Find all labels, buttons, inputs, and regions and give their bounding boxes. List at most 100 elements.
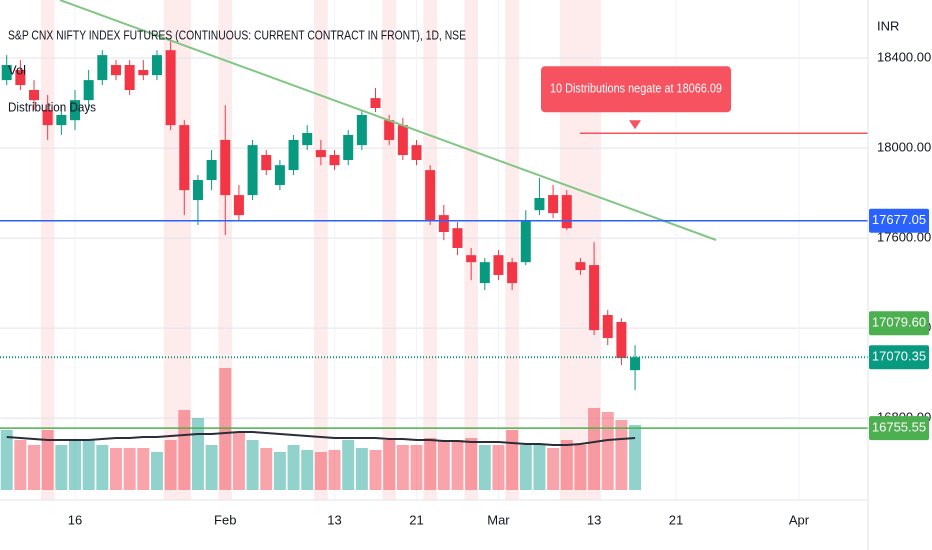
volume-bar — [424, 438, 437, 490]
volume-ma-line — [6, 431, 636, 446]
candle-body — [534, 198, 545, 211]
candle-body — [616, 322, 627, 359]
volume-bar — [55, 445, 68, 490]
volume-bar — [150, 452, 163, 490]
annotation-text: 10 Distributions negate at 18066.09 — [550, 81, 722, 96]
candle-body — [138, 69, 149, 76]
volume-bar — [205, 445, 218, 490]
candle-body — [466, 255, 477, 263]
candle-body — [370, 98, 381, 109]
distribution-day — [177, 0, 192, 500]
indicator-name: Vol — [8, 62, 26, 77]
candle-body — [602, 315, 613, 338]
volume-bar — [137, 448, 150, 490]
distribution-day — [40, 0, 55, 500]
overlay-layer: 10 Distributions negate at 18066.09 — [0, 66, 868, 429]
distribution-day — [314, 0, 328, 500]
volume-bar — [260, 448, 273, 490]
candle-body — [110, 65, 121, 76]
distribution-day — [559, 0, 574, 500]
volume-bar — [41, 430, 54, 490]
candle-layer — [1, 40, 641, 391]
candle-body — [493, 255, 504, 275]
volume-bar — [383, 440, 396, 490]
volume-bar — [28, 445, 41, 490]
trend-line — [59, 0, 717, 241]
volume-bar — [14, 440, 27, 490]
candle-body — [15, 69, 26, 86]
volume-bar — [342, 440, 355, 490]
candle-body — [438, 215, 449, 232]
candle-body — [1, 65, 12, 81]
volume-bar — [96, 445, 109, 490]
y-tick-label: 18000.00 — [877, 140, 931, 155]
price-label: 17677.05 — [872, 212, 926, 227]
y-tick-label: 17600.00 — [877, 230, 931, 245]
volume-bar — [410, 445, 423, 490]
volume-bar — [191, 418, 204, 490]
candle-body — [384, 120, 395, 140]
x-tick-label: Feb — [214, 512, 236, 527]
volume-bar — [369, 450, 382, 490]
candle-body — [520, 220, 531, 263]
distribution-day — [505, 0, 519, 500]
volume-bar — [629, 425, 642, 490]
candle-body — [343, 135, 354, 160]
candle-body — [220, 139, 231, 196]
candle-body — [165, 50, 176, 126]
volume-layer — [0, 368, 642, 490]
indicator-name: Distribution Days — [8, 99, 96, 114]
volume-bar — [82, 440, 95, 490]
x-tick-label: 16 — [68, 512, 82, 527]
volume-bar — [355, 448, 368, 490]
candle-body — [233, 195, 244, 216]
x-tick-label: Apr — [789, 512, 810, 527]
price-label: 16755.55 — [872, 420, 926, 435]
candle-body — [206, 159, 217, 181]
price-label-box — [869, 311, 929, 336]
candle-body — [411, 145, 422, 160]
candle-body — [151, 55, 162, 76]
candle-body — [302, 132, 313, 146]
volume-bar — [533, 445, 546, 490]
candle-body — [397, 125, 408, 156]
candle-body — [575, 262, 586, 271]
volume-bar — [574, 445, 587, 490]
candle-body — [288, 139, 299, 171]
distribution-day — [573, 0, 588, 500]
candle-body — [507, 262, 518, 284]
x-tick-label: Mar — [487, 512, 510, 527]
candle-body — [274, 165, 285, 185]
x-tick-label: 21 — [669, 512, 683, 527]
candle-body — [548, 195, 559, 214]
price-label-box — [869, 208, 929, 233]
volume-bar — [164, 440, 177, 490]
candle-body — [630, 357, 641, 371]
candle-body — [97, 55, 108, 81]
chart-title: S&P CNX NIFTY INDEX FUTURES (CONTINUOUS:… — [8, 27, 466, 42]
candle-body — [29, 90, 40, 101]
x-tick-label: 21 — [409, 512, 423, 527]
volume-bar — [178, 410, 191, 490]
volume-bar — [615, 420, 628, 490]
distribution-day — [423, 0, 437, 500]
volume-bar — [273, 452, 286, 490]
volume-bar — [314, 452, 327, 490]
candle-body — [83, 80, 94, 101]
annotation-box — [541, 66, 731, 113]
annotation-pointer — [629, 120, 641, 130]
candle-body — [479, 262, 490, 284]
currency-label: INR — [877, 18, 899, 33]
distribution-day — [382, 0, 397, 500]
candle-body — [124, 65, 135, 91]
candle-body — [261, 155, 272, 171]
volume-bar — [560, 440, 573, 490]
volume-bar — [492, 445, 505, 490]
volume-bar — [219, 368, 232, 490]
volume-bar — [69, 440, 81, 490]
candle-body — [179, 125, 190, 191]
volume-bar — [588, 408, 601, 490]
volume-bar — [478, 445, 491, 490]
volume-bar — [328, 450, 341, 490]
